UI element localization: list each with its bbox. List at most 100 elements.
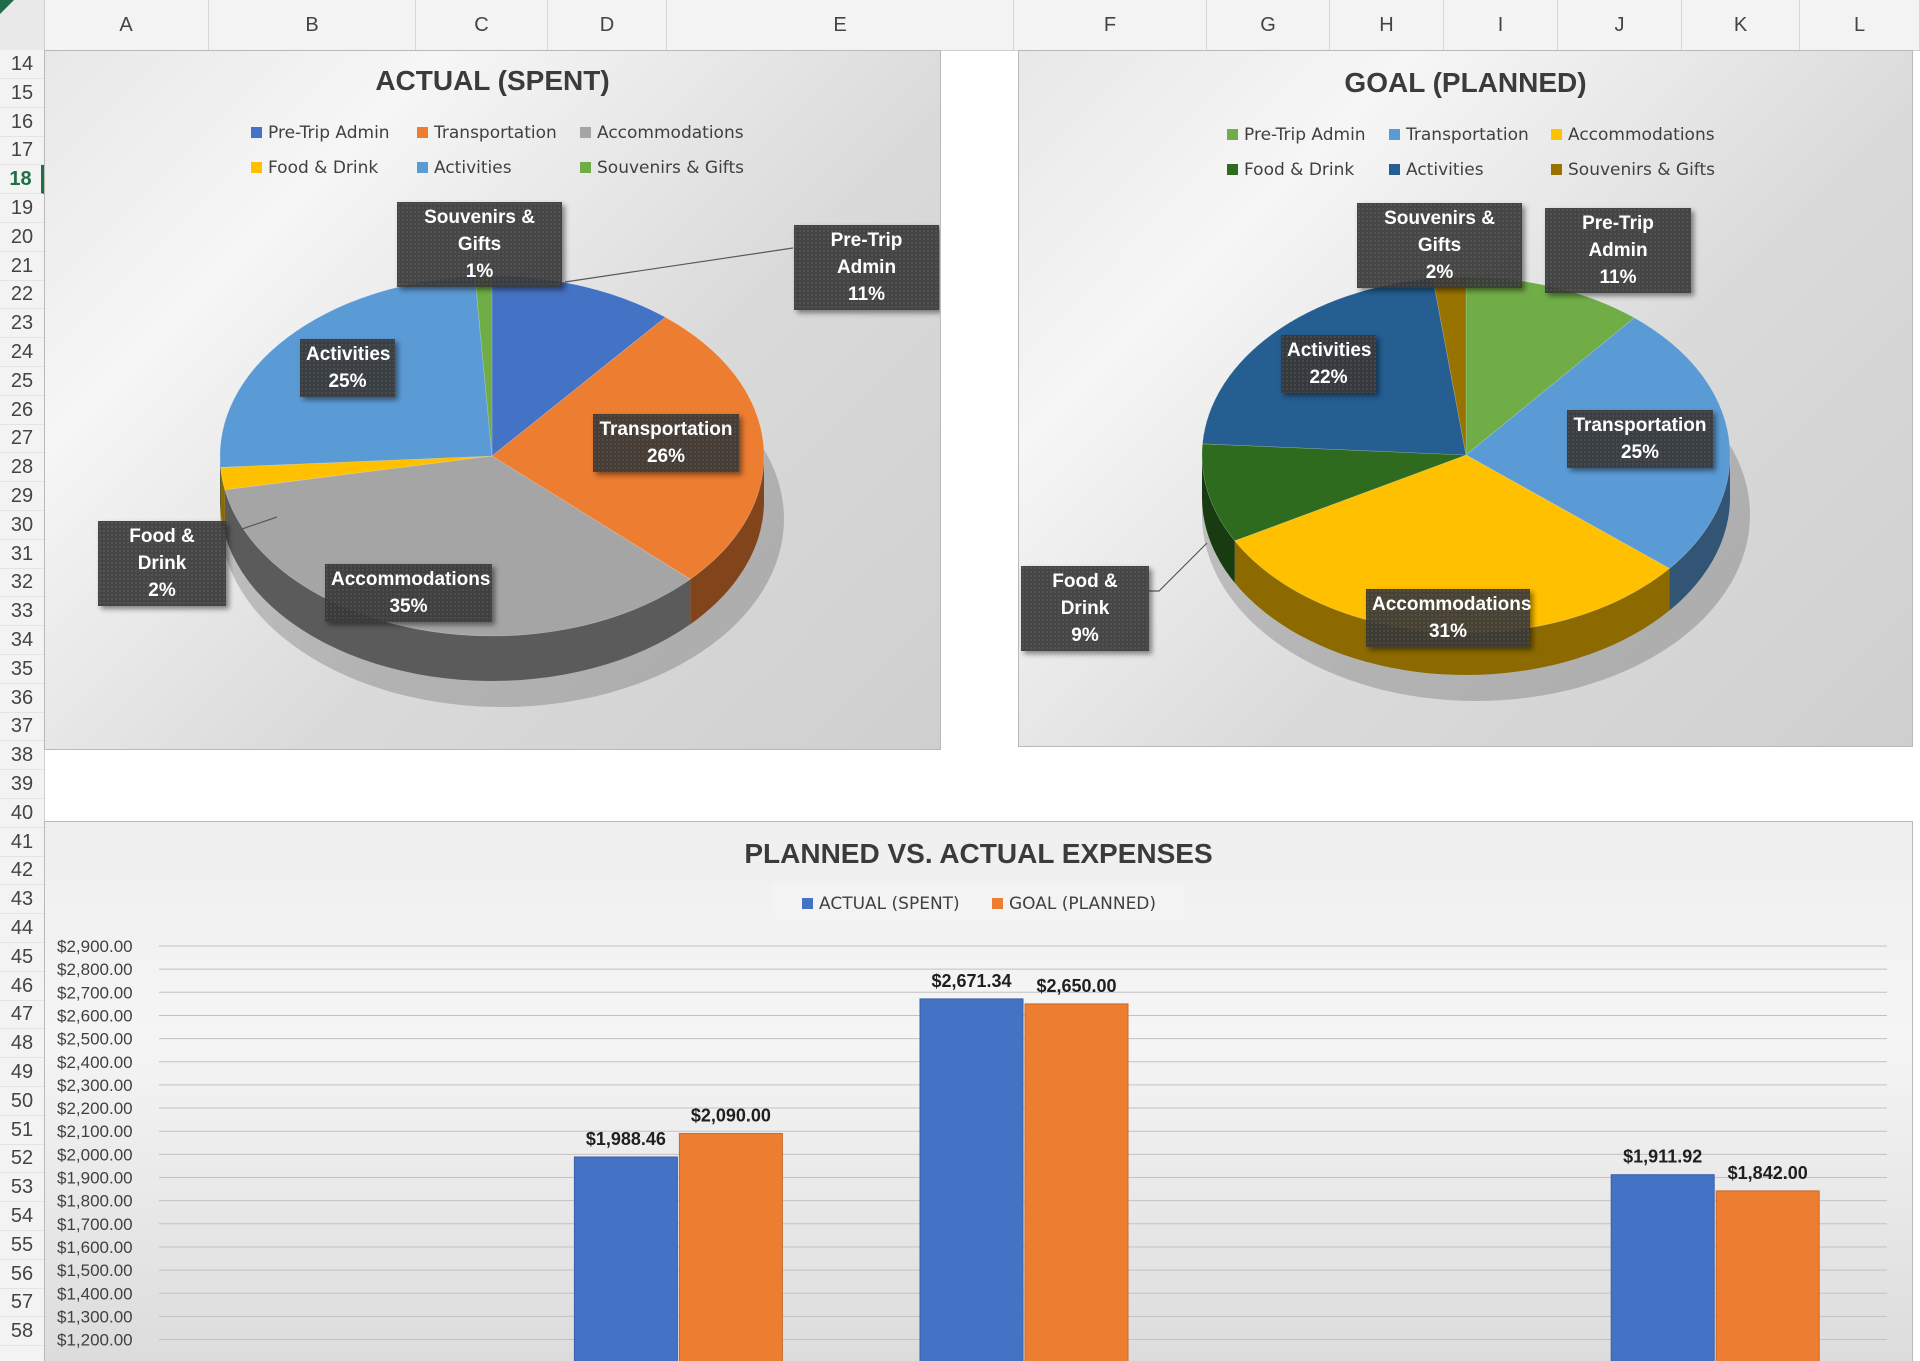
row-header-58[interactable]: 58 bbox=[0, 1317, 44, 1347]
row-header-53[interactable]: 53 bbox=[0, 1173, 44, 1203]
legend-swatch-icon bbox=[802, 897, 813, 909]
pie-slice-food-and-drink bbox=[1201, 443, 1467, 542]
row-header-16[interactable]: 16 bbox=[0, 108, 44, 137]
legend-swatch-icon bbox=[417, 126, 428, 138]
actual-spent-pie-chart[interactable]: ACTUAL (SPENT) Pre-Trip Admin Transportat… bbox=[44, 50, 941, 750]
data-label-value: 11% bbox=[848, 284, 885, 305]
legend-label: Transportation bbox=[434, 123, 557, 143]
row-header-44[interactable]: 44 bbox=[0, 914, 44, 943]
row-header-30[interactable]: 30 bbox=[0, 511, 44, 540]
legend-label: Activities bbox=[1406, 160, 1484, 180]
bar-data-label: $1,911.92 bbox=[1623, 1147, 1702, 1167]
data-label-transportation: Transportation 25% bbox=[1567, 410, 1713, 468]
row-header-55[interactable]: 55 bbox=[0, 1231, 44, 1260]
row-header-54[interactable]: 54 bbox=[0, 1202, 44, 1231]
row-header-34[interactable]: 34 bbox=[0, 626, 44, 655]
row-header-51[interactable]: 51 bbox=[0, 1116, 44, 1145]
chart-title: ACTUAL (SPENT) bbox=[375, 65, 610, 96]
row-header-57[interactable]: 57 bbox=[0, 1288, 44, 1318]
data-label-category: Transportation bbox=[1573, 415, 1707, 436]
data-label-category: Pre-Trip Admin bbox=[830, 230, 903, 278]
legend-label: GOAL (PLANNED) bbox=[1009, 894, 1157, 914]
data-label-category: Food & Drink bbox=[1052, 571, 1118, 619]
legend-label: Souvenirs & Gifts bbox=[597, 158, 744, 178]
y-tick-label: $1,300.00 bbox=[57, 1307, 133, 1326]
row-header-49[interactable]: 49 bbox=[0, 1058, 44, 1087]
row-header-14[interactable]: 14 bbox=[0, 50, 44, 79]
row-header-56[interactable]: 56 bbox=[0, 1260, 44, 1289]
column-header-a[interactable]: A bbox=[44, 0, 209, 50]
y-tick-label: $1,400.00 bbox=[57, 1284, 133, 1303]
row-header-33[interactable]: 33 bbox=[0, 597, 44, 627]
row-header-46[interactable]: 46 bbox=[0, 972, 44, 1001]
data-label-category: Accommodations bbox=[1372, 594, 1532, 615]
legend-item-souvenirs-and-gifts: Souvenirs & Gifts bbox=[1551, 160, 1715, 180]
row-header-18[interactable]: 18 bbox=[0, 165, 44, 195]
legend-swatch-icon bbox=[1389, 128, 1400, 140]
legend-swatch-icon bbox=[1227, 128, 1238, 140]
row-header-24[interactable]: 24 bbox=[0, 338, 44, 367]
row-header-52[interactable]: 52 bbox=[0, 1144, 44, 1174]
column-header-h[interactable]: H bbox=[1330, 0, 1444, 50]
row-header-22[interactable]: 22 bbox=[0, 280, 44, 310]
column-header-k[interactable]: K bbox=[1682, 0, 1800, 50]
row-header-42[interactable]: 42 bbox=[0, 856, 44, 886]
row-header-25[interactable]: 25 bbox=[0, 367, 44, 396]
legend-label: Activities bbox=[434, 158, 512, 178]
row-header-41[interactable]: 41 bbox=[0, 828, 44, 857]
planned-vs-actual-bar-chart[interactable]: PLANNED VS. ACTUAL EXPENSES ACTUAL (SPEN… bbox=[44, 821, 1913, 1361]
row-header-48[interactable]: 48 bbox=[0, 1029, 44, 1059]
data-label-value: 2% bbox=[1425, 262, 1454, 283]
legend-item-food-and-drink: Food & Drink bbox=[251, 158, 378, 178]
row-header-27[interactable]: 27 bbox=[0, 424, 44, 454]
row-header-32[interactable]: 32 bbox=[0, 568, 44, 598]
legend-item-activities: Activities bbox=[417, 158, 512, 178]
row-header-36[interactable]: 36 bbox=[0, 684, 44, 713]
data-label-category: Activities bbox=[306, 344, 391, 365]
column-header-j[interactable]: J bbox=[1558, 0, 1682, 50]
bar-actual-spent-2 bbox=[919, 998, 1024, 1361]
row-header-23[interactable]: 23 bbox=[0, 309, 44, 339]
row-header-15[interactable]: 15 bbox=[0, 79, 44, 108]
row-header-26[interactable]: 26 bbox=[0, 396, 44, 425]
row-header-50[interactable]: 50 bbox=[0, 1087, 44, 1116]
row-header-35[interactable]: 35 bbox=[0, 655, 44, 684]
column-header-f[interactable]: F bbox=[1014, 0, 1207, 50]
legend-item-goal-planned: GOAL (PLANNED) bbox=[992, 894, 1156, 914]
column-header-e[interactable]: E bbox=[667, 0, 1014, 50]
legend-item-pre-trip-admin: Pre-Trip Admin bbox=[1227, 125, 1366, 145]
row-header-39[interactable]: 39 bbox=[0, 770, 44, 799]
data-label-pre-trip-admin: Pre-Trip Admin 11% bbox=[794, 225, 939, 310]
column-header-b[interactable]: B bbox=[209, 0, 416, 50]
bar-goal-planned-1 bbox=[678, 1133, 783, 1361]
pie-side-activities bbox=[220, 456, 221, 513]
row-header-17[interactable]: 17 bbox=[0, 136, 44, 166]
row-header-45[interactable]: 45 bbox=[0, 943, 44, 972]
row-header-43[interactable]: 43 bbox=[0, 885, 44, 915]
label-leader-line bbox=[226, 516, 278, 530]
select-all-corner[interactable] bbox=[0, 0, 45, 50]
legend-swatch-icon bbox=[992, 897, 1003, 909]
data-label-transportation: Transportation 26% bbox=[593, 414, 739, 472]
goal-planned-pie-chart[interactable]: GOAL (PLANNED) Pre-Trip Admin Transportat… bbox=[1018, 50, 1913, 747]
row-header-40[interactable]: 40 bbox=[0, 799, 44, 828]
row-header-20[interactable]: 20 bbox=[0, 223, 44, 252]
row-header-21[interactable]: 21 bbox=[0, 252, 44, 281]
column-header-l[interactable]: L bbox=[1800, 0, 1920, 50]
row-header-47[interactable]: 47 bbox=[0, 1000, 44, 1030]
row-header-19[interactable]: 19 bbox=[0, 194, 44, 223]
legend-label: Food & Drink bbox=[268, 158, 379, 178]
row-header-28[interactable]: 28 bbox=[0, 453, 44, 483]
row-header-37[interactable]: 37 bbox=[0, 712, 44, 742]
legend-swatch-icon bbox=[251, 161, 262, 173]
row-header-31[interactable]: 31 bbox=[0, 540, 44, 569]
data-label-pre-trip-admin: Pre-Trip Admin 11% bbox=[1545, 208, 1691, 293]
column-header-c[interactable]: C bbox=[416, 0, 548, 50]
column-header-i[interactable]: I bbox=[1444, 0, 1558, 50]
y-tick-label: $1,600.00 bbox=[57, 1238, 133, 1257]
column-header-d[interactable]: D bbox=[548, 0, 667, 50]
column-header-g[interactable]: G bbox=[1207, 0, 1330, 50]
row-header-29[interactable]: 29 bbox=[0, 482, 44, 511]
data-label-value: 2% bbox=[148, 580, 176, 601]
row-header-38[interactable]: 38 bbox=[0, 741, 44, 771]
